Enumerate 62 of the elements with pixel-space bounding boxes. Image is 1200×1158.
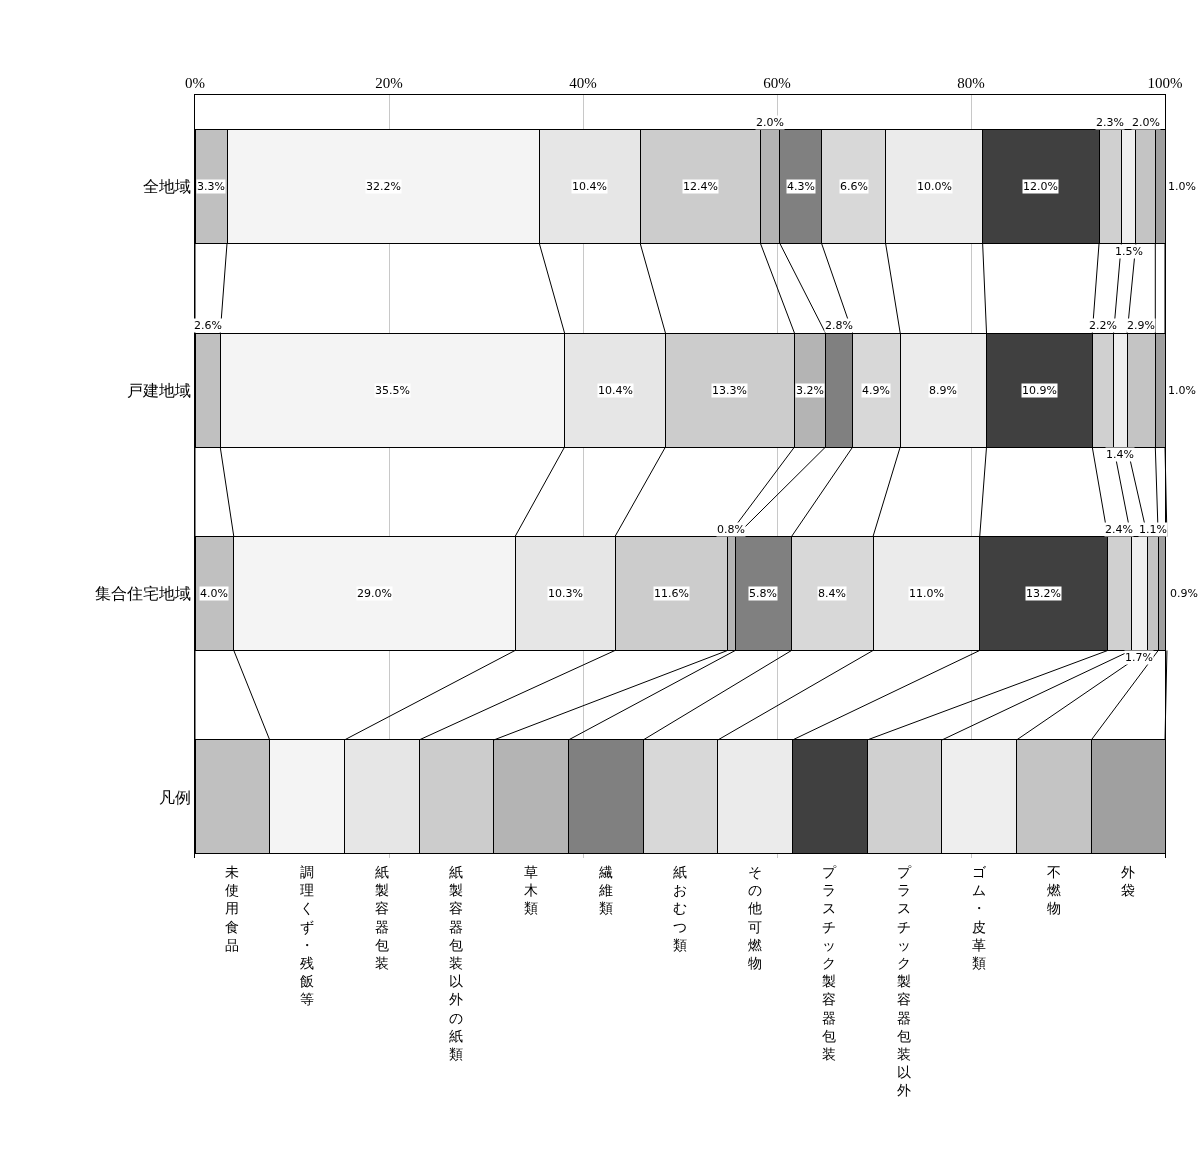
data-label: 10.3% — [548, 587, 583, 600]
data-label: 2.6% — [194, 319, 222, 332]
data-label: 2.8% — [825, 319, 853, 332]
data-label: 10.0% — [917, 180, 952, 193]
data-label: 3.3% — [197, 180, 225, 193]
x-tick-label: 0% — [185, 75, 205, 91]
data-label: 0.9% — [1170, 587, 1198, 600]
series-label: 不燃物 — [1047, 864, 1061, 917]
data-label: 11.6% — [654, 587, 689, 600]
x-tick-label: 60% — [763, 75, 791, 91]
text: プラスチック製容器包装 — [822, 864, 836, 1062]
series-label: ゴム・皮革類 — [972, 864, 987, 971]
x-tick-label: 100% — [1147, 75, 1183, 91]
data-label: 12.0% — [1023, 180, 1058, 193]
data-label: 10.4% — [572, 180, 607, 193]
data-label: 2.0% — [1132, 116, 1160, 129]
data-label: 10.4% — [598, 384, 633, 397]
text: 紙製容器包装以外の紙類 — [449, 864, 463, 1062]
series-label: 繊維類 — [598, 864, 613, 917]
series-label: 調理くず・残飯等 — [300, 864, 314, 1008]
data-label: 2.4% — [1105, 523, 1133, 536]
x-tick-label: 40% — [569, 75, 597, 91]
data-label: 0.8% — [717, 523, 745, 536]
series-label: その他可燃物 — [748, 864, 762, 971]
data-label: 10.9% — [1022, 384, 1057, 397]
data-label: 2.3% — [1096, 116, 1124, 129]
data-label: 2.0% — [756, 116, 784, 129]
series-label: 外袋 — [1121, 864, 1135, 899]
data-label: 1.4% — [1106, 448, 1134, 461]
y-tick-label: 全地域 — [142, 177, 191, 197]
data-label: 4.0% — [200, 587, 228, 600]
text: プラスチック製容器包装以外 — [897, 864, 911, 1099]
y-tick-label: 集合住宅地域 — [94, 584, 191, 604]
data-label: 13.2% — [1026, 587, 1061, 600]
data-label: 1.1% — [1139, 523, 1167, 536]
data-label: 1.0% — [1168, 180, 1196, 193]
data-label: 11.0% — [909, 587, 944, 600]
data-label: 3.2% — [796, 384, 824, 397]
data-label: 6.6% — [840, 180, 868, 193]
series-label: 草木類 — [524, 864, 538, 917]
y-tick-label: 戸建地域 — [126, 380, 191, 400]
data-label: 13.3% — [712, 384, 747, 397]
series-label: 未使用食品 — [225, 864, 239, 953]
data-label: 4.9% — [862, 384, 890, 397]
data-label: 35.5% — [375, 384, 410, 397]
x-tick-label: 80% — [957, 75, 985, 91]
data-label: 2.9% — [1127, 319, 1155, 332]
data-label: 2.2% — [1089, 319, 1117, 332]
series-label: 紙製容器包装 — [375, 864, 389, 971]
y-tick-label: 凡例 — [158, 787, 191, 807]
data-label: 8.9% — [929, 384, 957, 397]
data-label: 29.0% — [357, 587, 392, 600]
data-label: 8.4% — [818, 587, 846, 600]
data-label: 1.0% — [1168, 384, 1196, 397]
data-label: 4.3% — [787, 180, 815, 193]
data-label: 12.4% — [683, 180, 718, 193]
x-tick-label: 20% — [375, 75, 403, 91]
series-label: 紙おむつ類 — [673, 864, 687, 953]
data-label: 1.7% — [1125, 651, 1153, 664]
data-label: 1.5% — [1115, 245, 1143, 258]
data-label: 32.2% — [366, 180, 401, 193]
data-label: 5.8% — [749, 587, 777, 600]
